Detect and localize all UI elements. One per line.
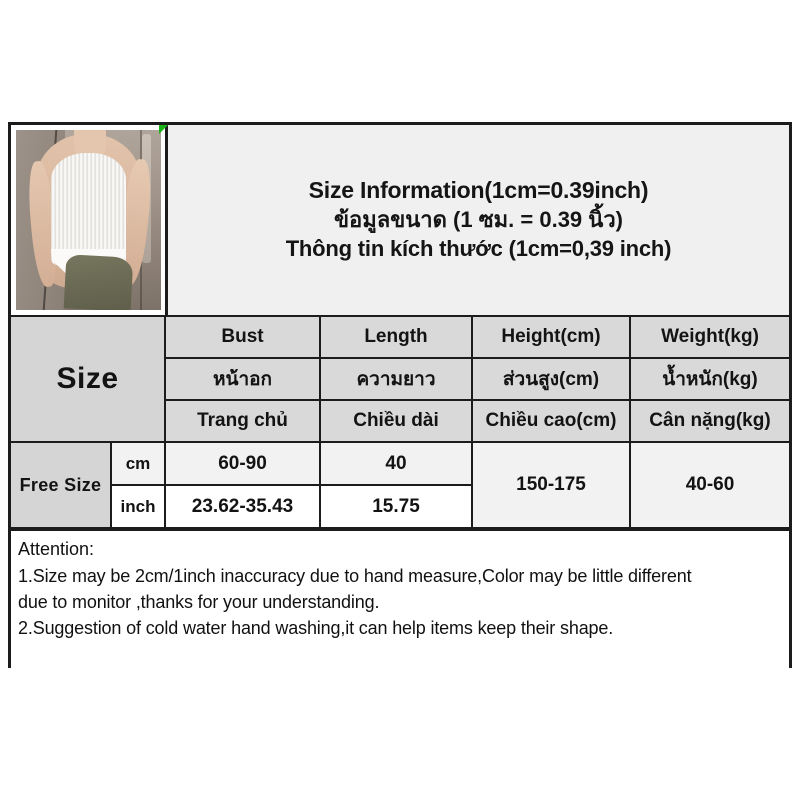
green-corner-marker-icon	[159, 125, 168, 134]
header-bust-vi: Trang chủ	[165, 399, 321, 443]
size-chart-frame: Size Information(1cm=0.39inch) ข้อมูลขนา…	[8, 122, 792, 687]
header-height-th: ส่วนสูง(cm)	[471, 357, 631, 401]
cell-weight: 40-60	[629, 441, 789, 529]
cell-height: 150-175	[471, 441, 631, 529]
title-panel: Size Information(1cm=0.39inch) ข้อมูลขนา…	[168, 125, 789, 315]
table-row-free-size-inch: inch 23.62-35.43 15.75	[11, 484, 789, 529]
title-english: Size Information(1cm=0.39inch)	[308, 177, 649, 204]
header-size-cell: Size	[11, 315, 166, 443]
header-height-vi: Chiều cao(cm)	[471, 399, 631, 443]
cell-length-cm: 40	[319, 441, 473, 486]
header-band: Size Information(1cm=0.39inch) ข้อมูลขนา…	[11, 125, 789, 315]
product-photo	[16, 130, 161, 310]
header-length-th: ความยาว	[319, 357, 473, 401]
table-header-row-vi: Trang chủ Chiều dài Chiều cao(cm) Cân nặ…	[11, 399, 789, 443]
photo-skirt	[63, 254, 134, 310]
header-weight-en: Weight(kg)	[629, 315, 789, 359]
header-length-en: Length	[319, 315, 473, 359]
size-table: Size Bust Length Height(cm) Weight(kg) ห…	[11, 315, 789, 529]
header-weight-th: น้ำหนัก(kg)	[629, 357, 789, 401]
cell-bust-inch: 23.62-35.43	[164, 484, 321, 529]
attention-line-2: due to monitor ,thanks for your understa…	[18, 591, 380, 612]
header-height-en: Height(cm)	[471, 315, 631, 359]
attention-heading: Attention:	[18, 539, 95, 559]
table-row-free-size-cm: Free Size cm 60-90 40 150-175 40-60	[11, 441, 789, 529]
title-thai: ข้อมูลขนาด (1 ซม. = 0.39 นิ้ว)	[333, 207, 623, 233]
cell-length-inch: 15.75	[319, 484, 472, 529]
header-length-vi: Chiều dài	[319, 399, 473, 443]
photo-halter-top	[50, 153, 127, 265]
header-bust-en: Bust	[164, 315, 321, 359]
row-unit-inch: inch	[111, 484, 166, 529]
header-weight-vi: Cân nặng(kg)	[629, 399, 789, 443]
title-vietnamese: Thông tin kích thước (1cm=0,39 inch)	[285, 235, 672, 261]
table-header-row-th: หน้าอก ความยาว ส่วนสูง(cm) น้ำหนัก(kg)	[11, 357, 789, 401]
header-bust-th: หน้าอก	[165, 357, 321, 401]
attention-line-1: 1.Size may be 2cm/1inch inaccuracy due t…	[18, 565, 692, 586]
row-unit-cm: cm	[110, 441, 166, 486]
attention-line-3: 2.Suggestion of cold water hand washing,…	[18, 618, 614, 639]
row-size-label: Free Size	[11, 441, 112, 529]
cell-bust-cm: 60-90	[164, 441, 321, 486]
table-header-row-en: Size Bust Length Height(cm) Weight(kg)	[11, 315, 789, 443]
attention-box: Attention: 1.Size may be 2cm/1inch inacc…	[11, 529, 789, 687]
product-photo-cell	[11, 125, 168, 315]
